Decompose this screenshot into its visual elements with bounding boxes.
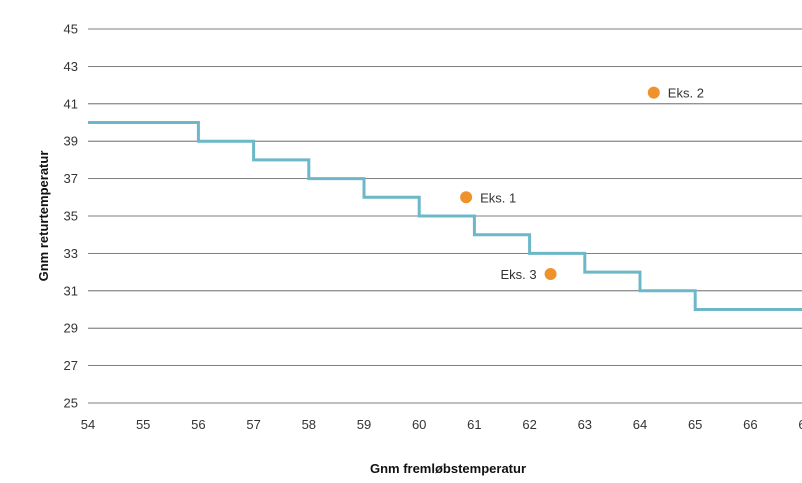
data-point <box>544 267 557 280</box>
data-points: Eks. 1 Eks. 2 Eks. 3 <box>460 86 704 282</box>
data-point <box>647 86 660 99</box>
y-tick-label: 43 <box>64 59 78 74</box>
x-tick-label: 58 <box>302 417 316 432</box>
y-tick-label: 45 <box>64 22 78 37</box>
x-tick-label: 61 <box>467 417 481 432</box>
y-tick-label: 39 <box>64 134 78 149</box>
y-tick-label: 37 <box>64 171 78 186</box>
x-tick-label: 55 <box>136 417 150 432</box>
data-point-label: Eks. 3 <box>500 267 536 282</box>
x-tick-label: 60 <box>412 417 426 432</box>
x-tick-label: 65 <box>688 417 702 432</box>
x-tick-label: 57 <box>246 417 260 432</box>
y-tick-label: 29 <box>64 321 78 336</box>
y-tick-label: 33 <box>64 246 78 261</box>
x-tick-label: 54 <box>81 417 95 432</box>
y-tick-label: 41 <box>64 96 78 111</box>
x-tick-label: 63 <box>578 417 592 432</box>
x-tick-label: 67 <box>798 417 802 432</box>
y-axis-label: Gnm returtemperatur <box>36 151 51 282</box>
data-point-label: Eks. 1 <box>480 190 516 205</box>
y-tick-label: 25 <box>64 396 78 411</box>
x-tick-label: 62 <box>522 417 536 432</box>
x-tick-label: 66 <box>743 417 757 432</box>
x-axis-label: Gnm fremløbstemperatur <box>370 461 526 476</box>
y-tick-labels: 25 27 29 31 33 35 37 39 41 43 45 <box>64 22 78 411</box>
x-tick-label: 56 <box>191 417 205 432</box>
x-tick-label: 64 <box>633 417 647 432</box>
x-tick-label: 59 <box>357 417 371 432</box>
x-tick-labels: 54 55 56 57 58 59 60 61 62 63 64 65 66 67 <box>81 417 802 432</box>
data-point <box>460 191 473 204</box>
step-line-series <box>88 121 802 311</box>
y-tick-label: 27 <box>64 358 78 373</box>
y-tick-label: 31 <box>64 283 78 298</box>
data-point-label: Eks. 2 <box>668 86 704 101</box>
y-tick-label: 35 <box>64 209 78 224</box>
